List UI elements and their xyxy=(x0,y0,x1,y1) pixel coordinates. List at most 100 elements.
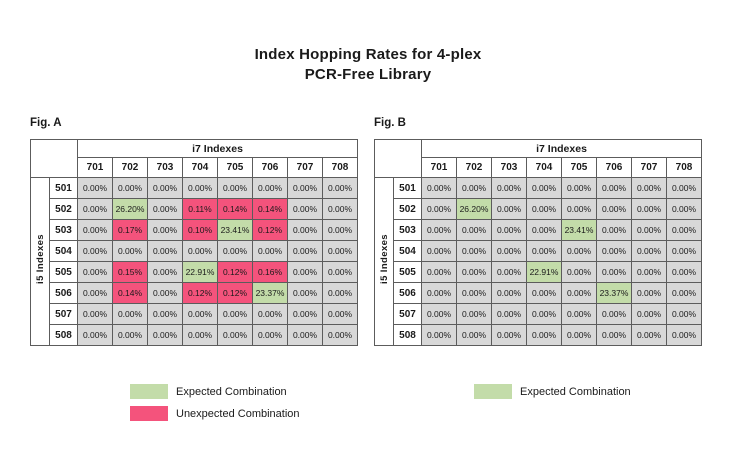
cell-507-706: 0.00% xyxy=(596,303,632,325)
table-row: 502 0.00% 26.20% 0.00% 0.11% 0.14% 0.14% 0.00% 0… xyxy=(31,198,359,220)
cell-506-708: 0.00% xyxy=(321,282,359,304)
col-header-707: 707 xyxy=(287,157,323,178)
figure-label: Fig. B xyxy=(374,117,406,129)
cell-501-707: 0.00% xyxy=(287,177,323,199)
cell-503-708: 0.00% xyxy=(665,219,703,241)
table-row: i5 Indexes 501 0.00% 0.00% 0.00% 0.00% 0.00% 0.… xyxy=(30,177,359,346)
cell-506-706: 23.37% xyxy=(252,282,288,304)
cell-501-702: 0.00% xyxy=(112,177,148,199)
col-header-706: 706 xyxy=(596,157,632,178)
cell-508-704: 0.00% xyxy=(526,324,562,346)
table-row: 507 0.00% 0.00% 0.00% 0.00% 0.00% 0.00% 0.00% 0.… xyxy=(31,303,359,325)
legend-label: Expected Combination xyxy=(176,385,287,398)
row-header-501: 501 xyxy=(49,177,78,199)
cell-503-701: 0.00% xyxy=(77,219,113,241)
row-header-507: 507 xyxy=(49,303,78,325)
cell-508-706: 0.00% xyxy=(252,324,288,346)
cell-504-705: 0.00% xyxy=(561,240,597,262)
cell-506-707: 0.00% xyxy=(287,282,323,304)
index-hopping-table: i7 Indexes 701 702 703 704 705 706 707 708 i5 Ind… xyxy=(374,139,703,346)
row-header-502: 502 xyxy=(393,198,422,220)
cell-504-706: 0.00% xyxy=(596,240,632,262)
cell-501-703: 0.00% xyxy=(147,177,183,199)
cell-506-705: 0.00% xyxy=(561,282,597,304)
cell-505-704: 22.91% xyxy=(182,261,218,283)
cell-502-701: 0.00% xyxy=(77,198,113,220)
row-header-505: 505 xyxy=(49,261,78,283)
cell-501-701: 0.00% xyxy=(421,177,457,199)
table-row: 503 0.00% 0.00% 0.00% 0.00% 23.41% 0.00% 0.00% 0… xyxy=(375,219,703,241)
legend: Expected Combination Unexpected Combinati… xyxy=(130,384,362,421)
cell-505-705: 0.12% xyxy=(217,261,253,283)
cell-505-706: 0.16% xyxy=(252,261,288,283)
cell-506-701: 0.00% xyxy=(77,282,113,304)
cell-501-707: 0.00% xyxy=(631,177,667,199)
cell-501-702: 0.00% xyxy=(456,177,492,199)
legend-swatch-unexpected xyxy=(130,406,168,421)
table-row: 508 0.00% 0.00% 0.00% 0.00% 0.00% 0.00% 0.00% 0.… xyxy=(31,324,359,346)
table-row: 507 0.00% 0.00% 0.00% 0.00% 0.00% 0.00% 0.00% 0.… xyxy=(375,303,703,325)
col-header-702: 702 xyxy=(112,157,148,178)
cell-503-706: 0.00% xyxy=(596,219,632,241)
i7-indexes-header: i7 Indexes xyxy=(420,139,703,158)
cell-505-707: 0.00% xyxy=(631,261,667,283)
table-row: 506 0.00% 0.00% 0.00% 0.00% 0.00% 23.37% 0.00% 0… xyxy=(375,282,703,304)
row-header-501: 501 xyxy=(393,177,422,199)
cell-501-703: 0.00% xyxy=(491,177,527,199)
cell-504-705: 0.00% xyxy=(217,240,253,262)
cell-504-704: 0.00% xyxy=(526,240,562,262)
cell-502-708: 0.00% xyxy=(321,198,359,220)
cell-502-702: 26.20% xyxy=(456,198,492,220)
cell-506-702: 0.00% xyxy=(456,282,492,304)
cell-502-704: 0.11% xyxy=(182,198,218,220)
cell-502-708: 0.00% xyxy=(665,198,703,220)
col-header-701: 701 xyxy=(421,157,457,178)
legend-label: Unexpected Combination xyxy=(176,407,300,420)
cell-508-705: 0.00% xyxy=(561,324,597,346)
cell-508-702: 0.00% xyxy=(112,324,148,346)
cell-507-704: 0.00% xyxy=(182,303,218,325)
cell-505-708: 0.00% xyxy=(665,261,703,283)
row-header-504: 504 xyxy=(393,240,422,262)
cell-503-708: 0.00% xyxy=(321,219,359,241)
col-header-708: 708 xyxy=(321,157,359,178)
legend-item-expected: Expected Combination xyxy=(130,384,362,399)
row-header-507: 507 xyxy=(393,303,422,325)
title-line-1: Index Hopping Rates for 4-plex xyxy=(254,46,482,63)
cell-504-702: 0.00% xyxy=(112,240,148,262)
cell-506-705: 0.12% xyxy=(217,282,253,304)
corner-cell xyxy=(374,139,422,178)
row-header-506: 506 xyxy=(393,282,422,304)
cell-501-704: 0.00% xyxy=(526,177,562,199)
cell-504-701: 0.00% xyxy=(77,240,113,262)
cell-505-703: 0.00% xyxy=(491,261,527,283)
legend-swatch-expected xyxy=(474,384,512,399)
cell-508-704: 0.00% xyxy=(182,324,218,346)
cell-506-702: 0.14% xyxy=(112,282,148,304)
cell-505-704: 22.91% xyxy=(526,261,562,283)
row-header-508: 508 xyxy=(393,324,422,346)
cell-508-702: 0.00% xyxy=(456,324,492,346)
table-row: 505 0.00% 0.15% 0.00% 22.91% 0.12% 0.16% 0.00% 0… xyxy=(31,261,359,283)
i5-indexes-label: i5 Indexes xyxy=(378,234,390,284)
row-header-503: 503 xyxy=(49,219,78,241)
cell-507-703: 0.00% xyxy=(491,303,527,325)
cell-501-706: 0.00% xyxy=(252,177,288,199)
table-row: 508 0.00% 0.00% 0.00% 0.00% 0.00% 0.00% 0.00% 0.… xyxy=(375,324,703,346)
col-header-704: 704 xyxy=(182,157,218,178)
col-header-707: 707 xyxy=(631,157,667,178)
title-line-2: PCR-Free Library xyxy=(304,66,432,83)
cell-503-702: 0.00% xyxy=(456,219,492,241)
cell-507-701: 0.00% xyxy=(77,303,113,325)
row-header-504: 504 xyxy=(49,240,78,262)
cell-502-706: 0.00% xyxy=(596,198,632,220)
cell-504-707: 0.00% xyxy=(631,240,667,262)
cell-502-701: 0.00% xyxy=(421,198,457,220)
i7-indexes-header: i7 Indexes xyxy=(76,139,359,158)
cell-508-707: 0.00% xyxy=(287,324,323,346)
cell-508-708: 0.00% xyxy=(321,324,359,346)
cell-505-703: 0.00% xyxy=(147,261,183,283)
cell-508-706: 0.00% xyxy=(596,324,632,346)
cell-505-701: 0.00% xyxy=(421,261,457,283)
